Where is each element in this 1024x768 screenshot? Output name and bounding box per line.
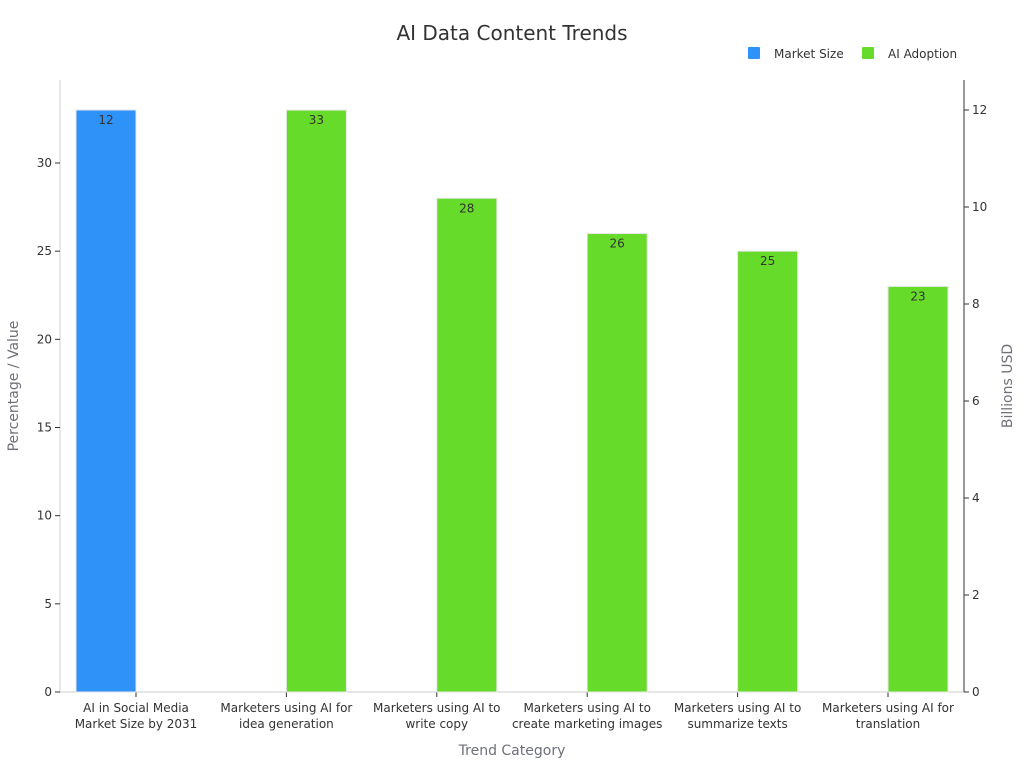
- bars: [75, 109, 949, 693]
- y-right-tick-label: 4: [972, 491, 980, 505]
- y-left-tick-label: 5: [44, 597, 52, 611]
- x-tick-label: Marketers using AI to write copy: [373, 701, 500, 731]
- bar-labels: 12 33 28 26 25 23: [98, 113, 925, 303]
- bar-value-label: 23: [910, 289, 925, 303]
- bar-ai-adoption: [285, 109, 347, 693]
- y-left-tick-label: 20: [37, 332, 52, 346]
- category-labels: AI in Social Media Market Size by 2031 Mar…: [75, 701, 954, 731]
- y-left-tick-label: 25: [37, 244, 52, 258]
- bar-ai-adoption: [737, 250, 799, 693]
- bar-value-label: 26: [610, 237, 625, 251]
- y-right-tick-label: 8: [972, 297, 980, 311]
- y-right-tick-label: 0: [972, 685, 980, 699]
- bar-value-label: 28: [459, 201, 474, 215]
- bar-ai-adoption: [586, 233, 648, 693]
- y-left-tick-label: 0: [44, 685, 52, 699]
- bar-ai-adoption: [887, 285, 949, 693]
- bar-value-label: 25: [760, 254, 775, 268]
- legend-swatch-market-size: [748, 47, 760, 59]
- x-tick-label: Marketers using AI for idea generation: [220, 701, 352, 731]
- legend-swatch-ai-adoption: [862, 47, 874, 59]
- legend-label-ai-adoption: AI Adoption: [888, 47, 957, 61]
- y-left-tick-label: 10: [37, 509, 52, 523]
- bar-value-label: 12: [98, 113, 113, 127]
- x-tick-label: Marketers using AI to summarize texts: [674, 701, 801, 731]
- y-right-tick-label: 10: [972, 200, 987, 214]
- x-tick-label: Marketers using AI to create marketing im…: [512, 701, 663, 731]
- bar-value-label: 33: [309, 113, 324, 127]
- y-axis-left-title: Percentage / Value: [6, 321, 22, 452]
- x-tick-label: AI in Social Media Market Size by 2031: [75, 701, 198, 731]
- bar-market-size: [75, 109, 137, 693]
- y-left-tick-label: 30: [37, 156, 52, 170]
- bar-ai-adoption: [436, 197, 498, 693]
- legend-label-market-size: Market Size: [774, 47, 844, 61]
- x-tick-label: Marketers using AI for translation: [822, 701, 954, 731]
- legend: Market Size AI Adoption: [748, 47, 957, 61]
- axes: 0 5 10 15 20 25 30 0 2 4 6 8 10 12: [37, 80, 987, 699]
- x-axis-title: Trend Category: [458, 743, 566, 759]
- y-right-tick-label: 12: [972, 103, 987, 117]
- y-right-tick-label: 6: [972, 394, 980, 408]
- y-axis-right-title: Billions USD: [1000, 344, 1016, 428]
- y-right-tick-label: 2: [972, 588, 980, 602]
- chart-title: AI Data Content Trends: [396, 21, 627, 45]
- y-left-tick-label: 15: [37, 421, 52, 435]
